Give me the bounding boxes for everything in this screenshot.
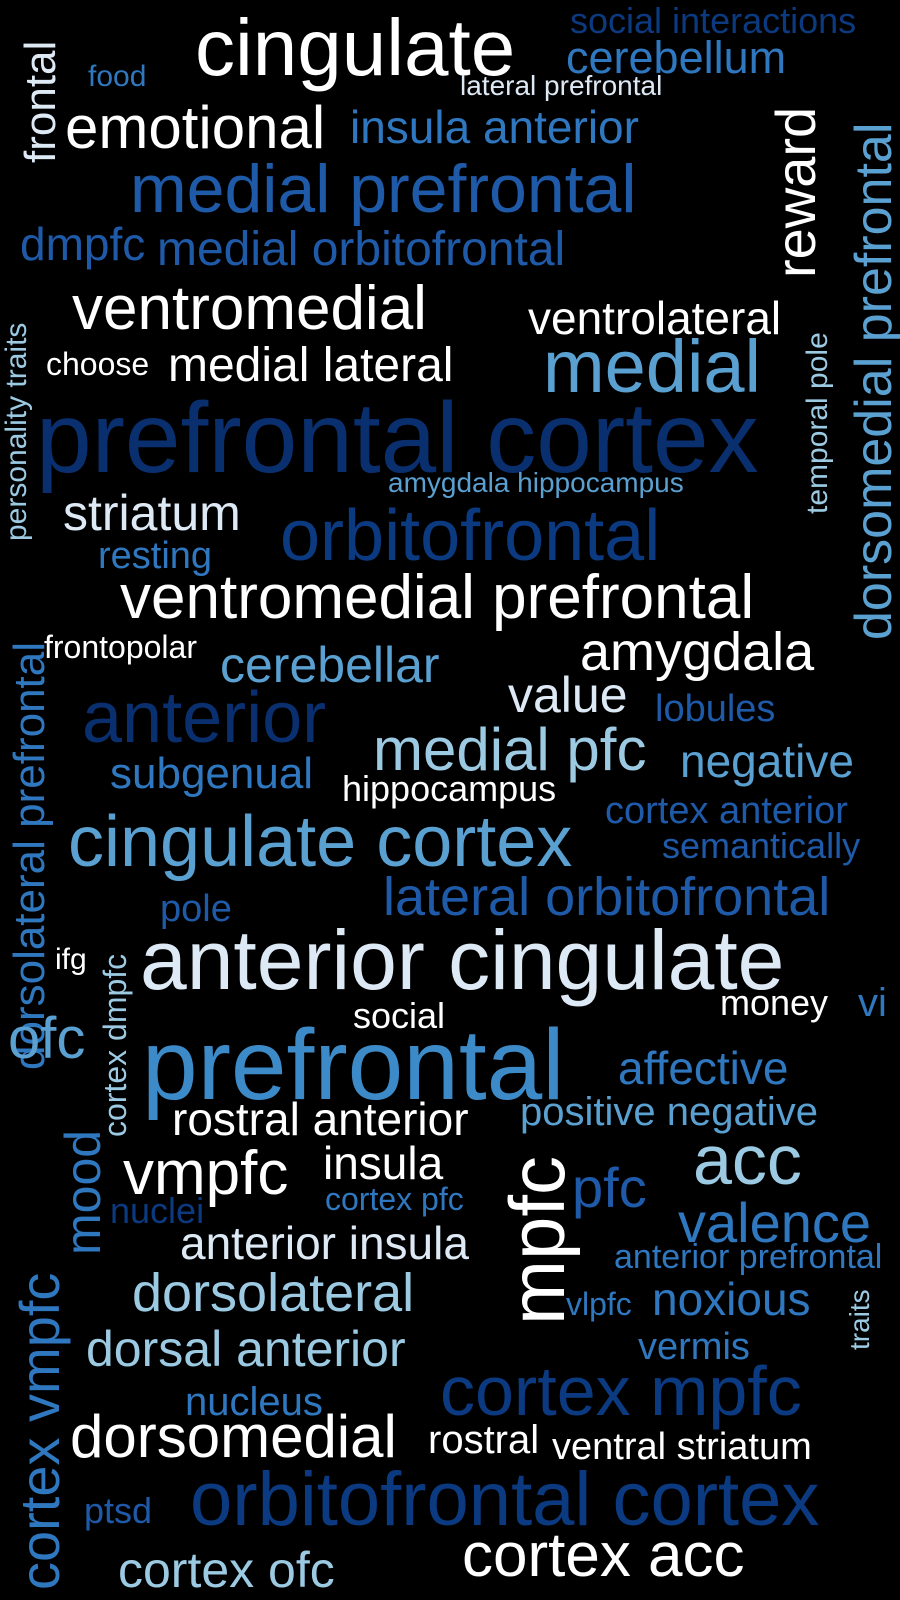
word-dorsolateral: dorsolateral — [132, 1263, 415, 1323]
word-money: money — [720, 982, 829, 1023]
word-subgenual: subgenual — [110, 749, 314, 798]
word-ventral-striatum: ventral striatum — [552, 1426, 812, 1468]
word-cortex-pfc: cortex pfc — [325, 1181, 464, 1217]
word-dmpfc: dmpfc — [20, 218, 146, 270]
word-temporal-pole: temporal pole — [801, 332, 834, 514]
word-cortex-dmpfc: cortex dmpfc — [97, 953, 133, 1137]
word-resting: resting — [98, 535, 213, 577]
word-ventrolateral: ventrolateral — [528, 292, 782, 344]
word-anterior-cingulate: anterior cingulate — [140, 913, 785, 1007]
word-social-interactions: social interactions — [570, 0, 857, 41]
word-ptsd: ptsd — [84, 1490, 153, 1531]
word-vermis: vermis — [638, 1326, 750, 1368]
word-orbitofrontal: orbitofrontal — [280, 496, 661, 576]
word-cerebellum: cerebellum — [566, 32, 787, 83]
word-medial-pfc: medial pfc — [373, 716, 647, 783]
word-mpfc: mpfc — [493, 1155, 581, 1325]
word-medial-orbitofrontal: medial orbitofrontal — [157, 223, 566, 276]
word-valence: valence — [678, 1191, 872, 1254]
word-prefrontal-cortex: prefrontal cortex — [36, 382, 759, 494]
word-food: food — [88, 60, 147, 93]
word-noxious: noxious — [652, 1273, 811, 1325]
word-cortex-ofc: cortex ofc — [118, 1542, 335, 1598]
word-vlpfc: vlpfc — [566, 1286, 632, 1322]
word-cerebellar: cerebellar — [220, 637, 440, 693]
word-ofc: ofc — [8, 1006, 86, 1071]
word-cortex-anterior: cortex anterior — [605, 790, 848, 832]
word-dorsomedial: dorsomedial — [70, 1403, 397, 1470]
word-vi: vi — [858, 981, 887, 1025]
word-lateral-prefrontal: lateral prefrontal — [460, 70, 663, 101]
word-ventromedial: ventromedial — [72, 274, 427, 343]
word-anterior: anterior — [82, 678, 327, 758]
word-cingulate: cingulate — [195, 3, 516, 92]
word-frontopolar: frontopolar — [44, 629, 197, 665]
word-prefrontal: prefrontal — [142, 1009, 565, 1121]
word-cortex-mpfc: cortex mpfc — [440, 1352, 802, 1430]
word-traits: traits — [844, 1289, 875, 1350]
word-affective: affective — [618, 1042, 789, 1094]
word-medial-prefrontal: medial prefrontal — [130, 151, 637, 227]
word-insula: insula — [323, 1137, 444, 1189]
word-anterior-insula: anterior insula — [180, 1217, 469, 1269]
word-lobules: lobules — [655, 688, 776, 730]
word-insula-anterior: insula anterior — [350, 101, 639, 153]
word-negative: negative — [680, 735, 854, 787]
word-personality-traits: personality traits — [0, 322, 33, 541]
word-cingulate-cortex: cingulate cortex — [68, 802, 573, 882]
word-medial-lateral: medial lateral — [168, 339, 454, 392]
word-amygdala: amygdala — [580, 622, 815, 682]
word-frontal: frontal — [16, 40, 65, 163]
word-hippocampus: hippocampus — [342, 768, 557, 809]
word-semantically: semantically — [662, 825, 861, 866]
word-vmpfc: vmpfc — [123, 1139, 289, 1208]
word-rostral: rostral — [428, 1418, 540, 1462]
word-ifg: ifg — [55, 943, 87, 976]
word-nucleus: nucleus — [185, 1380, 323, 1424]
word-cortex-vmpfc: cortex vmpfc — [8, 1272, 71, 1590]
word-reward: reward — [764, 106, 827, 278]
word-dorsal-anterior: dorsal anterior — [86, 1321, 406, 1377]
word-anterior-prefrontal: anterior prefrontal — [614, 1238, 883, 1276]
word-social: social — [353, 995, 446, 1036]
word-acc: acc — [693, 1121, 802, 1199]
word-emotional: emotional — [65, 94, 326, 161]
word-amygdala-hippocampus: amygdala hippocampus — [388, 467, 684, 498]
word-choose: choose — [46, 346, 150, 382]
word-dorsomedial-prefrontal: dorsomedial prefrontal — [845, 122, 900, 640]
word-pfc: pfc — [572, 1156, 647, 1219]
word-positive-negative: positive negative — [520, 1090, 818, 1134]
word-pole: pole — [160, 888, 232, 930]
word-nuclei: nuclei — [110, 1190, 205, 1231]
word-orbitofrontal-cortex: orbitofrontal cortex — [190, 1457, 820, 1542]
word-mood: mood — [55, 1129, 111, 1255]
word-rostral-anterior: rostral anterior — [172, 1093, 469, 1145]
word-medial: medial — [543, 325, 761, 408]
word-ventromedial-prefrontal: ventromedial prefrontal — [120, 563, 755, 632]
word-striatum: striatum — [63, 485, 241, 541]
word-lateral-orbitofrontal: lateral orbitofrontal — [383, 867, 831, 927]
word-cortex-acc: cortex acc — [462, 1521, 745, 1590]
word-value: value — [508, 667, 628, 723]
